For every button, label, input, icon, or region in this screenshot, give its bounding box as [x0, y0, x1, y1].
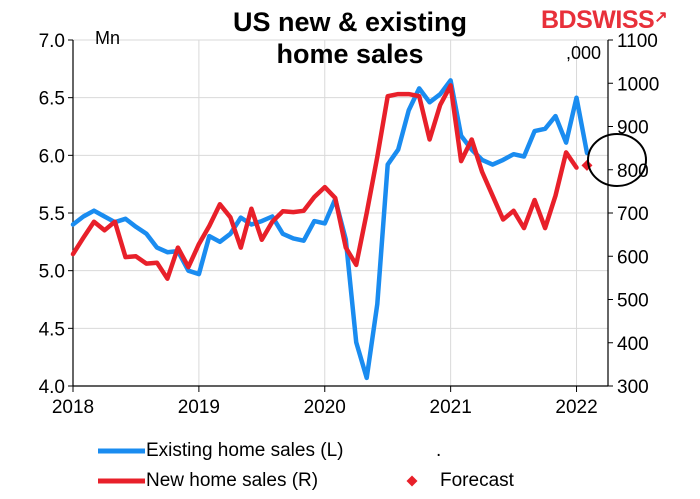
brand-logo: BDSWISS↗ [541, 6, 668, 35]
chart-title-line1: US new & existing [232, 7, 468, 37]
right-axis-unit: ,000 [566, 43, 602, 63]
left-tick-label: 5.5 [39, 204, 65, 225]
brand-logo-text: BDSWISS [541, 6, 655, 34]
x-tick-label: 2022 [555, 397, 597, 418]
legend-label-dot: . [436, 440, 442, 461]
left-tick-label: 4.5 [39, 319, 65, 340]
right-tick-label: 700 [617, 204, 649, 225]
left-tick-label: 6.5 [39, 89, 65, 110]
legend-label-existing: Existing home sales (L) [146, 440, 344, 461]
left-axis-unit: Mn [95, 28, 121, 48]
chart-title-line2: home sales [276, 39, 424, 69]
series-lines [70, 78, 593, 381]
highlight-circle [587, 133, 647, 187]
annotations [587, 133, 647, 187]
right-tick-label: 400 [617, 334, 649, 355]
left-tick-label: 5.0 [39, 262, 65, 283]
x-tick-label: 2018 [52, 397, 94, 418]
x-tick-label: 2021 [430, 397, 472, 418]
right-tick-label: 1000 [617, 74, 659, 95]
x-tick-label: 2020 [304, 397, 346, 418]
left-tick-label: 7.0 [39, 31, 65, 52]
legend-label-forecast: Forecast [440, 470, 514, 491]
right-tick-label: 900 [617, 118, 649, 139]
right-tick-label: 1100 [617, 31, 658, 52]
left-tick-label: 6.0 [39, 146, 65, 167]
right-tick-label: 300 [617, 377, 649, 398]
existing-sales-line [70, 78, 590, 381]
legend-label-new: New home sales (R) [146, 470, 319, 491]
x-tick-label: 2019 [178, 397, 220, 418]
axes: 4.0 4.5 5.0 5.5 6.0 6.5 7.0 2018 2019 2020 2021 202… [39, 31, 660, 418]
left-tick-label: 4.0 [39, 377, 65, 398]
arrow-up-icon: ↗ [654, 9, 668, 26]
right-tick-label: 600 [617, 247, 649, 268]
right-tick-label: 500 [617, 291, 649, 312]
legend-markers [98, 448, 418, 487]
new-sales-line [70, 83, 579, 281]
legend-diamond-forecast [406, 475, 418, 487]
